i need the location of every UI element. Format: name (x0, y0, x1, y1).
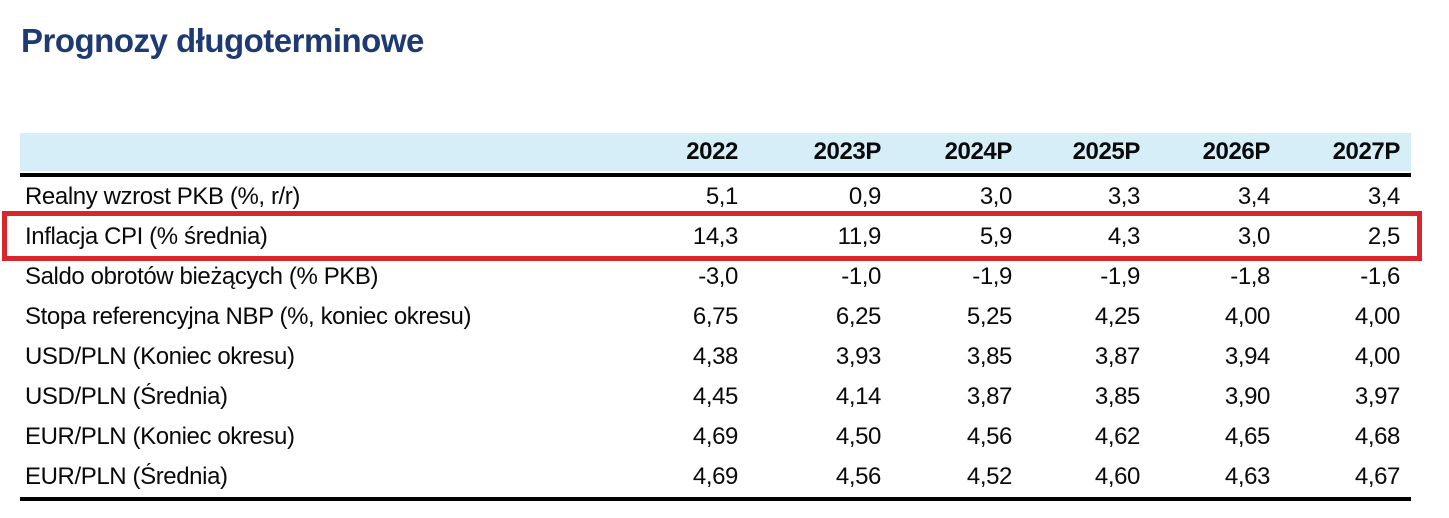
table-row: Saldo obrotów bieżących (% PKB) -3,0 -1,0… (20, 257, 1411, 297)
table-cell: 3,0 (979, 183, 1013, 210)
table-cell: 4,69 (692, 463, 739, 490)
table-cell: 3,3 (1107, 183, 1141, 210)
table-cell: -1,9 (1100, 263, 1140, 290)
table-cell: 0,9 (848, 183, 882, 210)
table-cell: 4,56 (835, 463, 882, 490)
table-cell: 4,00 (1354, 303, 1401, 330)
table-cell: 11,9 (837, 223, 882, 250)
table-cell: 4,3 (1107, 223, 1141, 250)
table-cell: 4,63 (1224, 463, 1271, 490)
table-cell: 3,87 (966, 383, 1013, 410)
header-rule (20, 173, 1411, 177)
column-header: 2026P (1202, 138, 1271, 165)
table-cell: 3,87 (1094, 343, 1141, 370)
row-label: USD/PLN (Średnia) (25, 383, 228, 410)
table-cell: 6,75 (692, 303, 739, 330)
table-cell: 3,85 (966, 343, 1013, 370)
row-label: Realny wzrost PKB (%, r/r) (25, 183, 300, 210)
column-header: 2024P (944, 138, 1013, 165)
column-header: 2027P (1332, 138, 1401, 165)
table-cell: 4,67 (1354, 463, 1401, 490)
row-label: Stopa referencyjna NBP (%, koniec okresu… (25, 303, 472, 330)
table-cell: 4,14 (835, 383, 882, 410)
row-label: Inflacja CPI (% średnia) (25, 223, 268, 250)
table-cell: 3,94 (1224, 343, 1271, 370)
table-cell: -1,0 (841, 263, 881, 290)
page-title: Prognozy długoterminowe (21, 22, 424, 59)
table-cell: 2,5 (1367, 223, 1401, 250)
table-cell: -3,0 (698, 263, 738, 290)
table-cell: 5,25 (966, 303, 1013, 330)
table-cell: 3,4 (1237, 183, 1271, 210)
table-cell: 4,62 (1094, 423, 1141, 450)
table-cell: 3,90 (1224, 383, 1271, 410)
table-body: Realny wzrost PKB (%, r/r) 5,1 0,9 3,0 3,3 3… (2, 177, 1422, 497)
table-row: Stopa referencyjna NBP (%, koniec okresu… (20, 297, 1411, 337)
table-cell: 3,85 (1094, 383, 1141, 410)
table-row: Realny wzrost PKB (%, r/r) 5,1 0,9 3,0 3,3 3… (20, 177, 1411, 217)
table-row: USD/PLN (Średnia) 4,45 4,14 3,87 3,85 3,90 3,… (20, 377, 1411, 417)
table-row: USD/PLN (Koniec okresu) 4,38 3,93 3,85 3,87… (20, 337, 1411, 377)
table-cell: 14,3 (692, 223, 739, 250)
column-header: 2025P (1072, 138, 1141, 165)
table-cell: 4,52 (966, 463, 1013, 490)
table-cell: 4,25 (1094, 303, 1141, 330)
bottom-rule (20, 497, 1411, 501)
forecast-table: 2022 2023P 2024P 2025P 2026P 2027P Realny wzr… (2, 133, 1422, 501)
table-cell: -1,8 (1230, 263, 1270, 290)
table-row: EUR/PLN (Średnia) 4,69 4,56 4,52 4,60 4,63 4,… (20, 457, 1411, 497)
table-cell: 4,69 (692, 423, 739, 450)
table-cell: 5,9 (979, 223, 1013, 250)
table-cell: 4,38 (692, 343, 739, 370)
row-label: Saldo obrotów bieżących (% PKB) (25, 263, 379, 290)
row-label: EUR/PLN (Koniec okresu) (25, 423, 295, 450)
table-cell: 4,65 (1224, 423, 1271, 450)
row-label: USD/PLN (Koniec okresu) (25, 343, 295, 370)
table-cell: -1,9 (972, 263, 1012, 290)
table-cell: 4,60 (1094, 463, 1141, 490)
table-header-row: 2022 2023P 2024P 2025P 2026P 2027P (20, 133, 1411, 171)
table-cell: 4,00 (1354, 343, 1401, 370)
table-cell: 3,93 (835, 343, 882, 370)
row-label: EUR/PLN (Średnia) (25, 463, 228, 490)
table-cell: 6,25 (835, 303, 882, 330)
table-row: Inflacja CPI (% średnia) 14,3 11,9 5,9 4,3 3… (2, 211, 1422, 261)
table-cell: 3,0 (1237, 223, 1271, 250)
table-cell: 5,1 (705, 183, 739, 210)
table-row: EUR/PLN (Koniec okresu) 4,69 4,50 4,56 4,62… (20, 417, 1411, 457)
column-header: 2022 (686, 138, 738, 165)
table-cell: 4,45 (692, 383, 739, 410)
table-cell: 4,68 (1354, 423, 1401, 450)
table-cell: 4,00 (1224, 303, 1271, 330)
table-cell: -1,6 (1360, 263, 1400, 290)
table-cell: 4,56 (966, 423, 1013, 450)
table-cell: 3,97 (1354, 383, 1401, 410)
column-header: 2023P (813, 138, 882, 165)
table-cell: 3,4 (1367, 183, 1401, 210)
table-cell: 4,50 (835, 423, 882, 450)
